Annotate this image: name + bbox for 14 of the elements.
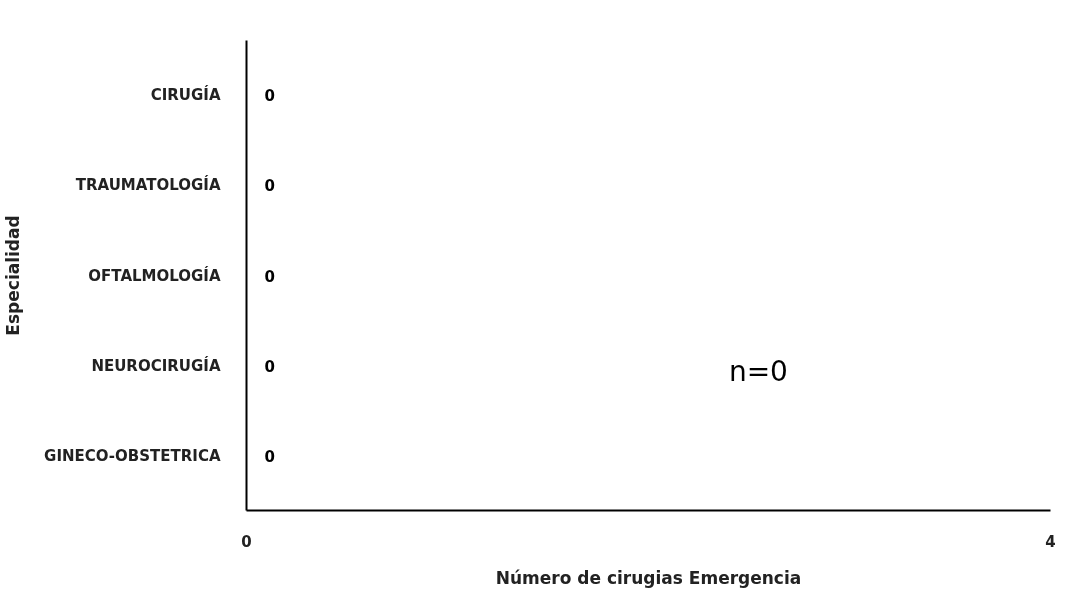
y-tick-label: TRAUMATOLOGÍA: [75, 175, 221, 195]
y-tick-label: NEUROCIRUGÍA: [91, 355, 221, 375]
data-label: 0: [264, 86, 275, 105]
y-tick-label: GINECO-OBSTETRICA: [44, 447, 221, 466]
data-label: 0: [264, 267, 275, 286]
x-axis-title: Número de cirugias Emergencia: [495, 567, 802, 588]
annotation: n=0: [728, 355, 788, 389]
data-label: 0: [264, 357, 275, 376]
y-tick-label: CIRUGÍA: [150, 84, 221, 104]
y-tick-label: OFTALMOLOGÍA: [88, 265, 221, 285]
x-tick-label: 4: [1045, 532, 1056, 551]
data-label: 0: [264, 177, 275, 196]
data-label: 0: [264, 448, 275, 467]
y-axis-title: Especialidad: [3, 215, 24, 336]
